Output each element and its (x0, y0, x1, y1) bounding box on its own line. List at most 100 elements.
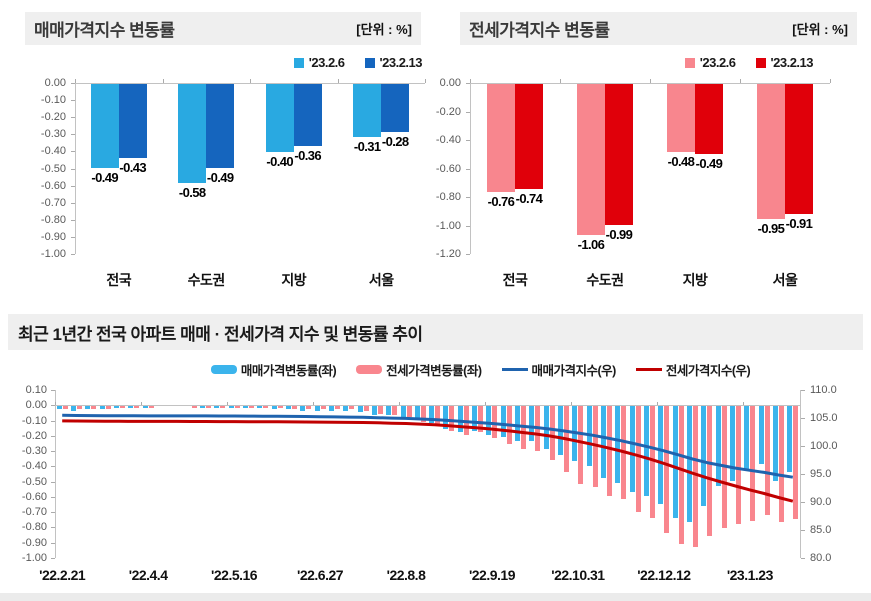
left-axis-tick-label: 0.00 (25, 399, 47, 412)
weekly-bar (320, 406, 326, 410)
x-axis-tick (140, 402, 142, 406)
weekly-bar (744, 406, 750, 471)
weekly-bar (521, 406, 527, 450)
bar-value-label: -0.99 (605, 227, 633, 243)
x-axis-tick-label: '22.8.8 (386, 567, 426, 583)
left-axis-tick-label: -0.90 (21, 536, 47, 549)
x-axis-tick (55, 402, 56, 406)
x-axis-tick-label: '22.5.16 (211, 567, 258, 583)
legend-color-swatch (210, 365, 237, 374)
category-label: 수도권 (187, 272, 226, 288)
weekly-bar (750, 406, 756, 521)
category-label: 지방 (281, 272, 307, 288)
x-axis-tick (742, 402, 744, 406)
left-axis-tick-label: -0.60 (21, 490, 47, 503)
x-axis-tick (560, 79, 561, 83)
left-axis-tick (51, 466, 55, 468)
weekly-bar (607, 406, 613, 497)
legend-color-swatch (684, 57, 695, 68)
x-axis-tick-label: '22.4.4 (128, 567, 168, 583)
x-axis-tick (570, 402, 572, 406)
weekly-bar (492, 406, 498, 439)
y-axis-tick-label: -0.80 (435, 191, 461, 203)
left-axis-tick-label: -0.80 (21, 521, 47, 534)
y-axis-tick (71, 168, 75, 170)
y-axis-tick (71, 254, 75, 255)
x-axis-tick (337, 79, 339, 83)
legend-label: '23.2.6 (308, 55, 345, 70)
y-axis-tick (466, 254, 470, 255)
right-axis-line (800, 390, 801, 558)
weekly-bar (242, 406, 248, 408)
y-axis-tick (466, 168, 470, 170)
weekly-bar (586, 406, 592, 466)
weekly-bar (621, 406, 627, 500)
weekly-bar (134, 406, 140, 408)
weekly-bar (228, 406, 234, 408)
right-axis-tick-label: 110.0 (810, 384, 837, 396)
zero-axis-line (75, 83, 425, 84)
y-axis-tick-label: -0.80 (40, 213, 66, 226)
legend-item: 매매가격지수(우) (501, 360, 617, 379)
bar (206, 84, 235, 168)
weekly-bar (142, 406, 148, 408)
weekly-bar (263, 406, 269, 408)
weekly-bar (564, 406, 570, 472)
bar (515, 84, 543, 190)
weekly-bar (678, 406, 684, 544)
bar-value-label: -0.49 (695, 155, 723, 171)
right-axis-tick-label: 90.0 (810, 496, 832, 508)
y-axis-tick (71, 219, 75, 221)
weekly-bar (572, 406, 578, 462)
sales-chart-title: 매매가격지수 변동률 (34, 21, 175, 40)
weekly-bar (371, 406, 377, 416)
weekly-bar (758, 406, 764, 465)
weekly-bar (635, 406, 641, 512)
bar (695, 84, 723, 154)
x-axis-tick (226, 402, 228, 406)
weekly-bar (615, 406, 621, 483)
legend-label: 매매가격지수(우) (531, 364, 617, 378)
weekly-bar (62, 406, 68, 410)
weekly-bar (99, 406, 105, 410)
y-axis-tick (71, 83, 75, 84)
y-axis-line (470, 83, 471, 254)
weekly-bar (672, 406, 678, 518)
left-axis-tick-label: -0.10 (21, 414, 47, 427)
bar-value-label: -0.40 (266, 154, 294, 170)
legend-line-swatch (635, 368, 662, 371)
category-label: 지방 (682, 272, 708, 288)
y-axis-line (75, 83, 76, 254)
left-axis-tick-label: 0.10 (25, 384, 47, 396)
sales-chart-legend: '23.2.6 '23.2.13 (0, 55, 423, 70)
weekly-bar (535, 406, 541, 451)
bar-value-label: -0.49 (91, 169, 119, 185)
weekly-bar (214, 406, 220, 408)
category-label: 전국 (502, 272, 528, 288)
left-axis-tick-label: -0.70 (21, 506, 47, 519)
y-axis-tick-label: -0.60 (435, 162, 461, 175)
weekly-bar (306, 406, 312, 410)
weekly-bar (377, 406, 383, 414)
category-label: 서울 (368, 272, 394, 288)
right-axis-tick (801, 390, 805, 391)
weekly-bar (578, 406, 584, 485)
x-axis-tick (162, 79, 164, 83)
bar (353, 84, 382, 137)
jeonse-chart-legend: '23.2.6 '23.2.13 (435, 55, 814, 70)
weekly-bar (349, 406, 355, 410)
weekly-bar (400, 406, 406, 417)
y-axis-tick-label: -0.70 (40, 196, 66, 209)
x-axis-tick (470, 79, 471, 83)
weekly-bar (779, 406, 784, 523)
right-axis-tick (801, 446, 805, 447)
y-axis-tick (71, 202, 75, 204)
bar-value-label: -0.74 (515, 191, 543, 207)
weekly-bar (764, 406, 770, 515)
y-axis-tick-label: 0.00 (439, 77, 461, 89)
jeonse-chart-title: 전세가격지수 변동률 (469, 21, 610, 40)
right-axis-tick-label: 95.0 (810, 468, 832, 480)
weekly-bar (277, 406, 283, 408)
bar (178, 84, 207, 184)
legend-label: '23.2.6 (699, 55, 736, 70)
